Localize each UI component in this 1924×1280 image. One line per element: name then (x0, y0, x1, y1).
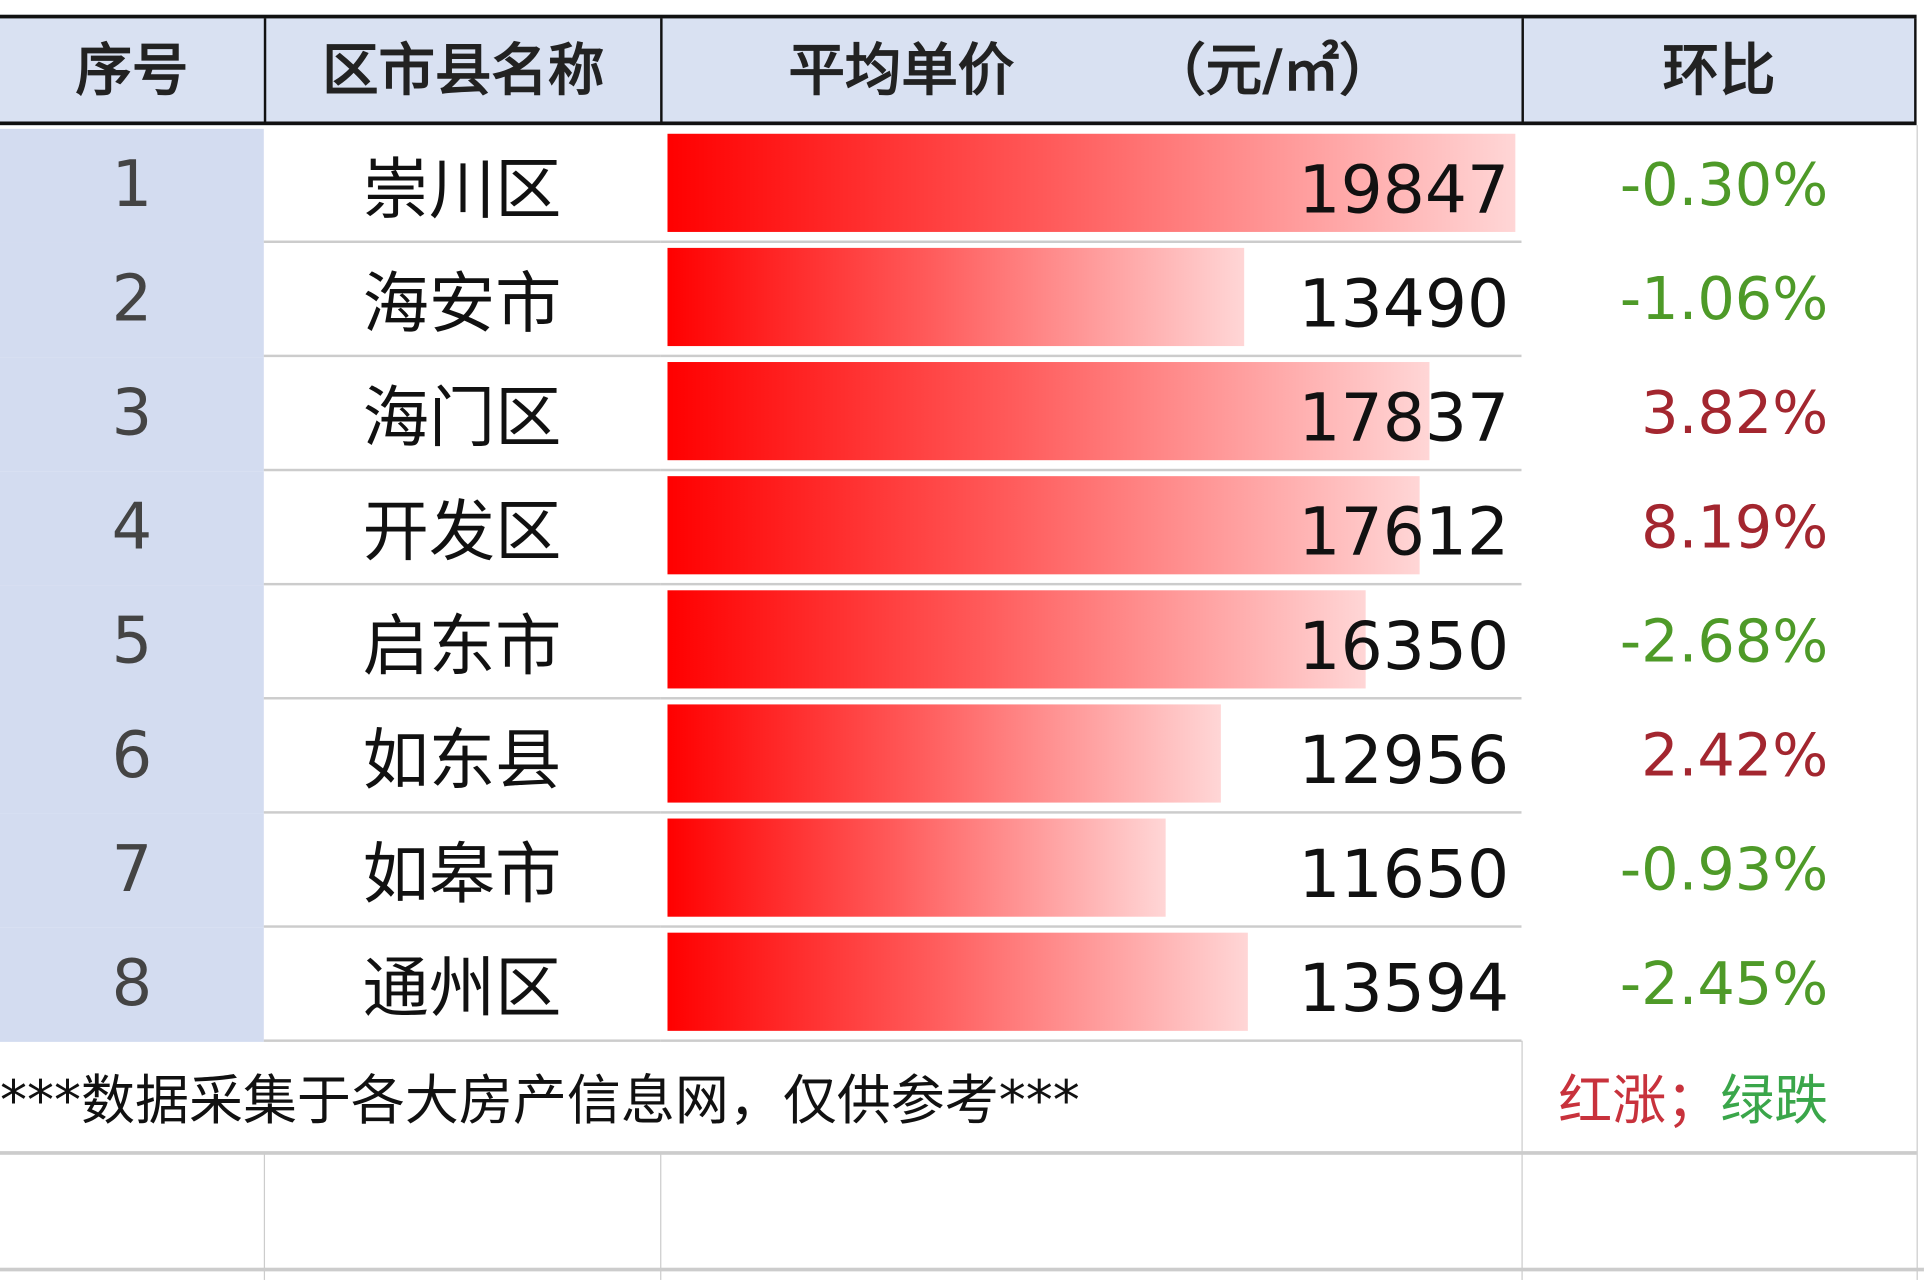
change-value[interactable]: 2.42% (1641, 721, 1829, 791)
price-value: 11650 (1298, 835, 1510, 914)
table-header: 序号 区市县名称 平均单价 （元/㎡） 环比 (0, 14, 1917, 126)
price-data-bar (667, 590, 1366, 689)
price-value: 12956 (1298, 721, 1510, 799)
grid-line (0, 1267, 1924, 1272)
price-data-bar (667, 704, 1221, 803)
price-cell[interactable]: 13490 (660, 243, 1522, 358)
price-cell[interactable]: 17837 (660, 357, 1522, 472)
table-row: 7 如皋市 11650 -0.93% (0, 813, 1917, 928)
table-row: 8 通州区 13594 -2.45% (0, 927, 1917, 1042)
district-name[interactable]: 崇川区 (263, 129, 661, 243)
price-data-bar (667, 932, 1249, 1031)
price-value: 19847 (1298, 150, 1510, 229)
price-value: 17612 (1298, 493, 1510, 571)
price-value: 17837 (1298, 379, 1510, 457)
row-index[interactable]: 5 (0, 585, 264, 700)
header-price-label: 平均单价 (788, 36, 1015, 104)
row-index[interactable]: 2 (0, 242, 264, 358)
price-data-bar (667, 818, 1166, 917)
change-value[interactable]: -1.06% (1619, 265, 1829, 334)
price-data-bar (667, 133, 1516, 232)
change-value[interactable]: -2.45% (1619, 949, 1829, 1019)
change-value[interactable]: -2.68% (1619, 607, 1829, 677)
row-index[interactable]: 1 (0, 128, 264, 243)
header-price-unit: （元/㎡） (1149, 36, 1396, 104)
grid-line (660, 1153, 662, 1280)
price-cell[interactable]: 12956 (660, 700, 1522, 814)
price-cell[interactable]: 11650 (660, 814, 1522, 928)
table-row: 5 启东市 16350 -2.68% (0, 585, 1917, 700)
legend-up: 红涨； (1558, 1070, 1721, 1133)
footer-row: ***数据采集于各大房产信息网，仅供参考*** 红涨；绿跌 (0, 1041, 1917, 1155)
district-name[interactable]: 通州区 (263, 928, 661, 1042)
price-data-bar (667, 476, 1420, 575)
header-name[interactable]: 区市县名称 (263, 18, 660, 122)
header-change[interactable]: 环比 (1521, 18, 1917, 122)
district-name[interactable]: 海安市 (263, 243, 661, 358)
change-value[interactable]: 8.19% (1641, 493, 1829, 563)
footer-note[interactable]: ***数据采集于各大房产信息网，仅供参考*** (0, 1070, 1080, 1133)
grid-line (263, 1153, 266, 1280)
district-name[interactable]: 如东县 (263, 700, 661, 814)
row-index[interactable]: 7 (0, 813, 264, 928)
district-name[interactable]: 开发区 (263, 471, 661, 586)
legend-down: 绿跌 (1720, 1070, 1829, 1133)
footer-legend[interactable]: 红涨；绿跌 (1558, 1041, 1828, 1164)
price-cell[interactable]: 16350 (660, 585, 1522, 700)
change-value[interactable]: 3.82% (1641, 379, 1829, 448)
grid-line (1521, 1040, 1523, 1280)
price-cell[interactable]: 17612 (660, 471, 1522, 586)
district-name[interactable]: 海门区 (263, 357, 661, 472)
table-row: 3 海门区 17837 3.82% (0, 357, 1917, 472)
table-row: 1 崇川区 19847 -0.30% (0, 128, 1917, 243)
price-data-bar (667, 247, 1244, 347)
price-cell[interactable]: 19847 (660, 129, 1522, 243)
row-index[interactable]: 6 (0, 699, 264, 814)
price-data-bar (667, 362, 1430, 461)
price-cell[interactable]: 13594 (660, 928, 1522, 1042)
price-value: 13490 (1298, 265, 1510, 343)
header-price[interactable]: 平均单价 （元/㎡） (660, 18, 1521, 122)
district-name[interactable]: 启东市 (263, 585, 661, 700)
change-value[interactable]: -0.93% (1619, 835, 1829, 905)
header-index[interactable]: 序号 (75, 36, 189, 104)
row-index[interactable]: 3 (0, 357, 264, 472)
row-index[interactable]: 4 (0, 471, 264, 586)
price-value: 16350 (1298, 607, 1510, 685)
table-row: 4 开发区 17612 8.19% (0, 471, 1917, 586)
price-value: 13594 (1298, 949, 1510, 1028)
table-row: 2 海安市 13490 -1.06% (0, 242, 1917, 358)
table-row: 6 如东县 12956 2.42% (0, 699, 1917, 814)
district-name[interactable]: 如皋市 (263, 814, 661, 928)
row-index[interactable]: 8 (0, 927, 264, 1042)
change-value[interactable]: -0.30% (1619, 150, 1829, 220)
grid-line (1916, 125, 1918, 1280)
